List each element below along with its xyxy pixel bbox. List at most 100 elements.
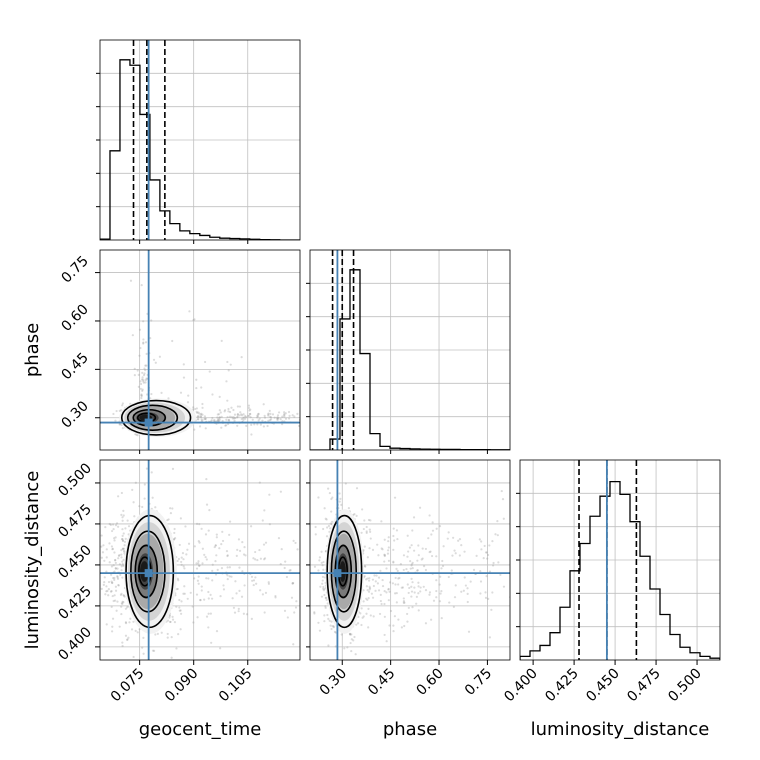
scatter-point: [218, 409, 221, 412]
scatter-point: [268, 418, 272, 422]
scatter-point: [120, 592, 123, 595]
scatter-point: [211, 393, 214, 396]
scatter-point: [123, 540, 127, 543]
scatter-point: [294, 541, 297, 545]
scatter-point: [367, 597, 370, 600]
scatter-point: [233, 419, 236, 422]
scatter-point: [262, 403, 265, 406]
x-tick-label: 0.105: [216, 666, 256, 706]
scatter-point: [205, 577, 208, 580]
scatter-point: [410, 585, 413, 588]
scatter-point: [95, 601, 97, 603]
scatter-point: [366, 556, 369, 559]
scatter-point: [334, 648, 336, 650]
scatter-point: [483, 588, 485, 590]
panel-frame: [309, 249, 511, 451]
scatter-point: [416, 569, 419, 572]
scatter-point: [422, 564, 426, 568]
scatter-point: [301, 554, 303, 556]
scatter-point: [122, 594, 126, 597]
scatter-point: [182, 376, 186, 379]
scatter-point: [279, 490, 282, 493]
scatter-point: [435, 589, 438, 593]
scatter-point: [201, 562, 204, 565]
scatter-point: [383, 609, 385, 611]
scatter-point: [399, 558, 401, 560]
scatter-point: [127, 525, 131, 528]
scatter-point: [223, 410, 226, 413]
scatter-point: [394, 583, 397, 586]
scatter-point: [318, 559, 321, 562]
scatter-point: [113, 537, 116, 540]
scatter-point: [131, 334, 134, 337]
scatter-point: [238, 414, 241, 417]
scatter-point: [419, 590, 422, 593]
scatter-point: [183, 567, 186, 570]
scatter-point: [435, 596, 438, 599]
scatter-point: [312, 569, 314, 571]
scatter-point: [275, 417, 279, 420]
scatter-point: [256, 558, 259, 562]
scatter-point: [406, 555, 409, 558]
scatter-point: [406, 612, 409, 616]
scatter-point: [256, 414, 259, 417]
scatter-point: [160, 391, 163, 395]
scatter-point: [291, 414, 294, 417]
scatter-point: [288, 414, 291, 417]
scatter-point: [363, 419, 365, 421]
scatter-point: [171, 615, 174, 618]
scatter-point: [381, 548, 384, 551]
scatter-point: [418, 412, 420, 414]
scatter-point: [364, 565, 367, 568]
scatter-point: [228, 410, 232, 414]
scatter-point: [416, 642, 418, 644]
scatter-point: [197, 415, 201, 418]
scatter-point: [105, 570, 108, 573]
scatter-point: [317, 569, 320, 572]
scatter-point: [413, 537, 415, 539]
scatter-point: [463, 576, 466, 579]
scatter-point: [525, 560, 527, 562]
scatter-point: [150, 471, 153, 474]
scatter-point: [144, 369, 147, 372]
scatter-point: [201, 547, 204, 550]
scatter-point: [415, 602, 418, 605]
scatter-point: [139, 382, 143, 386]
scatter-point: [197, 562, 200, 565]
scatter-point: [166, 636, 169, 639]
scatter-point: [108, 522, 111, 526]
scatter-point: [340, 503, 343, 506]
scatter-point: [329, 522, 332, 525]
contour-line: [125, 514, 175, 629]
scatter-point: [371, 596, 375, 599]
scatter-point: [396, 537, 399, 541]
scatter-point: [553, 610, 555, 612]
scatter-point: [397, 583, 400, 586]
scatter-point: [228, 566, 231, 569]
scatter-point: [108, 561, 111, 564]
scatter-point: [129, 617, 132, 620]
scatter-point: [186, 597, 189, 600]
scatter-point: [500, 489, 503, 493]
scatter-point: [179, 517, 182, 520]
scatter-point: [186, 548, 189, 551]
scatter-point: [386, 549, 390, 552]
scatter-point: [113, 539, 116, 542]
scatter-point: [392, 409, 394, 411]
scatter-point: [330, 620, 333, 623]
scatter-point: [326, 613, 329, 617]
scatter-point: [115, 609, 118, 612]
scatter-point: [169, 620, 172, 624]
scatter-point: [567, 584, 569, 586]
scatter-point: [546, 569, 548, 571]
scatter-point: [195, 410, 198, 413]
scatter-point: [330, 497, 333, 501]
scatter-point: [150, 392, 153, 396]
scatter-point: [276, 414, 280, 417]
scatter-point: [392, 560, 395, 563]
scatter-point: [511, 590, 513, 592]
scatter-point: [264, 541, 268, 544]
scatter-point: [170, 656, 173, 659]
scatter-point: [154, 361, 157, 364]
scatter-point: [374, 589, 377, 592]
